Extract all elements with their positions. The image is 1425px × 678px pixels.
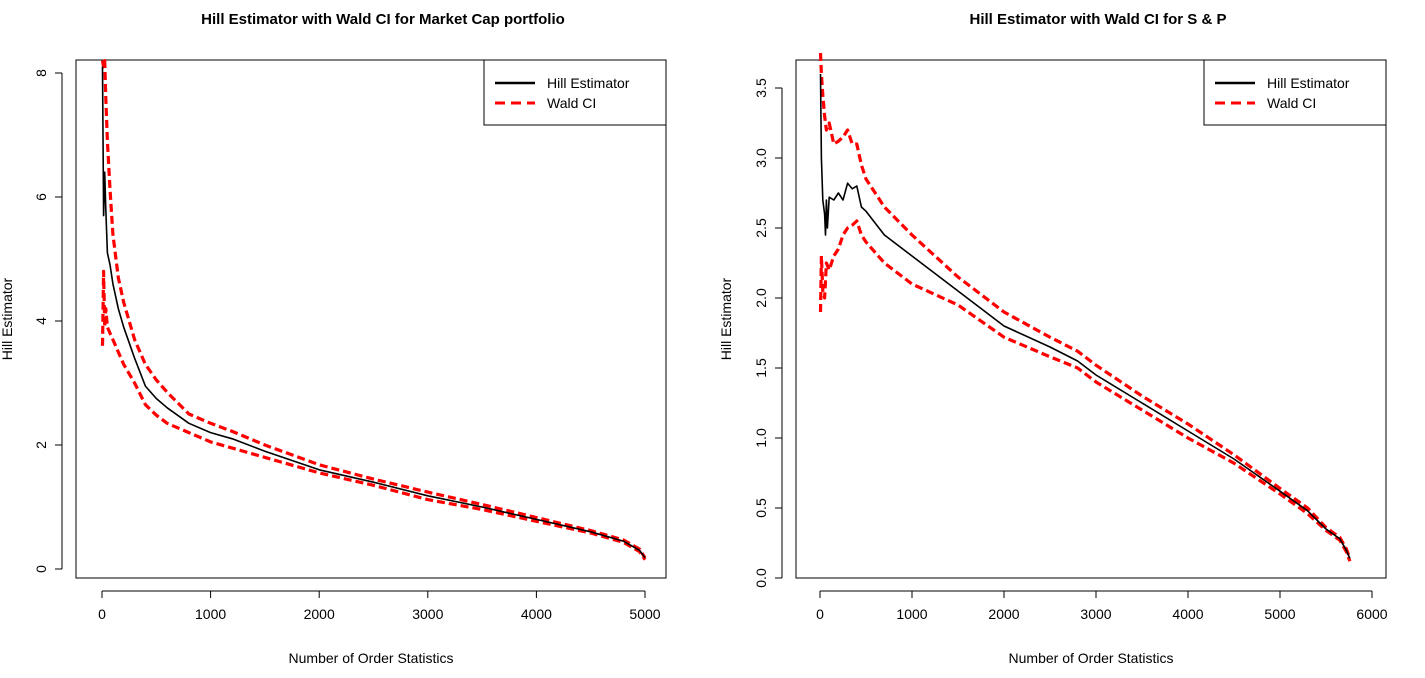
y-tick-label: 2 — [33, 441, 49, 449]
y-tick-label: 6 — [33, 193, 49, 201]
x-tick-label: 4000 — [1172, 606, 1203, 622]
x-tick-label: 1000 — [195, 606, 226, 622]
series-group — [818, 52, 1352, 562]
y-tick-label: 3.0 — [753, 148, 769, 168]
wald-ci-lower-line — [818, 219, 1352, 562]
y-tick-label: 4 — [33, 317, 49, 325]
plot-frame — [795, 59, 1387, 579]
legend: Hill Estimator Wald CI — [483, 59, 667, 126]
y-axis: 0.0 0.5 1.0 1.5 2.0 2.5 3.0 3.5 — [753, 78, 783, 588]
legend-box — [1203, 59, 1387, 126]
x-axis-label: Number of Order Statistics — [1009, 650, 1174, 666]
hill-estimator-line — [101, 66, 646, 559]
y-axis-label: Hill Estimator — [718, 277, 734, 360]
y-axis: 0 2 4 6 8 — [33, 69, 63, 573]
wald-ci-upper-line — [818, 52, 1352, 559]
legend-label-wald: Wald CI — [547, 95, 596, 111]
legend-box — [483, 59, 667, 126]
x-axis-label: Number of Order Statistics — [289, 650, 454, 666]
wald-ci-upper-line — [100, 58, 647, 559]
y-axis-label: Hill Estimator — [0, 277, 15, 360]
x-tick-label: 0 — [98, 606, 106, 622]
series-group — [100, 58, 647, 561]
legend-label-wald: Wald CI — [1267, 95, 1316, 111]
x-tick-label: 5000 — [629, 606, 660, 622]
x-tick-label: 2000 — [304, 606, 335, 622]
x-tick-label: 0 — [816, 606, 824, 622]
y-tick-label: 2.0 — [753, 288, 769, 308]
legend-label-hill: Hill Estimator — [547, 75, 630, 91]
x-axis: 0 1000 2000 3000 4000 5000 — [98, 590, 661, 622]
x-tick-label: 6000 — [1356, 606, 1387, 622]
y-tick-label: 1.0 — [753, 428, 769, 448]
chart-title: Hill Estimator with Wald CI for S & P — [970, 11, 1227, 28]
chart-market-cap: Hill Estimator with Wald CI for Market C… — [0, 11, 667, 666]
x-tick-label: 4000 — [521, 606, 552, 622]
x-tick-label: 1000 — [896, 606, 927, 622]
y-tick-label: 0 — [33, 565, 49, 573]
x-tick-label: 3000 — [412, 606, 443, 622]
y-tick-label: 3.5 — [753, 78, 769, 98]
chart-sp: Hill Estimator with Wald CI for S & P 0 1… — [718, 11, 1388, 666]
plot-frame — [75, 59, 667, 579]
x-tick-label: 2000 — [988, 606, 1019, 622]
x-tick-label: 3000 — [1080, 606, 1111, 622]
y-tick-label: 1.5 — [753, 358, 769, 378]
legend-label-hill: Hill Estimator — [1267, 75, 1350, 91]
chart-title: Hill Estimator with Wald CI for Market C… — [201, 11, 565, 28]
x-tick-label: 5000 — [1264, 606, 1295, 622]
legend: Hill Estimator Wald CI — [1203, 59, 1387, 126]
wald-ci-lower-line — [100, 269, 647, 561]
y-tick-label: 8 — [33, 69, 49, 77]
y-tick-label: 2.5 — [753, 218, 769, 238]
y-tick-label: 0.0 — [753, 568, 769, 588]
y-tick-label: 0.5 — [753, 498, 769, 518]
x-axis: 0 1000 2000 3000 4000 5000 6000 — [816, 590, 1388, 622]
hill-estimator-line — [819, 73, 1351, 559]
